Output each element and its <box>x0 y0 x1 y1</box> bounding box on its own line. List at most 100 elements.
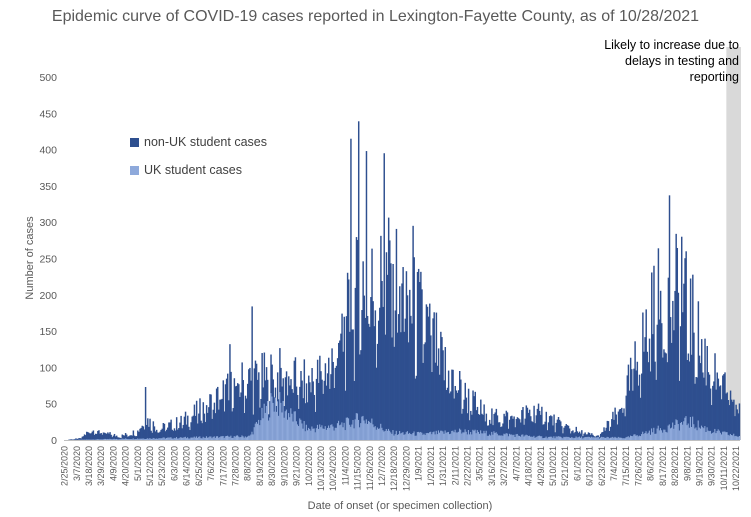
bar-uk <box>677 424 680 440</box>
bar-non-uk <box>212 409 215 440</box>
bar-non-uk <box>634 341 636 440</box>
bar-uk <box>506 433 509 440</box>
x-tick-label: 8/28/2021 <box>670 446 680 486</box>
bar-non-uk <box>349 331 351 440</box>
bar-uk <box>561 437 563 440</box>
bar-non-uk <box>722 375 724 440</box>
bar-uk <box>361 416 363 440</box>
bar-uk <box>689 416 692 440</box>
bar-non-uk <box>430 335 432 440</box>
bar-uk <box>504 434 506 440</box>
bar-uk <box>209 436 211 440</box>
bar-uk <box>185 438 188 440</box>
bar-uk <box>502 435 504 440</box>
bar-uk <box>423 433 425 440</box>
bar-uk <box>160 438 162 440</box>
bar-non-uk <box>690 354 693 440</box>
bar-non-uk <box>490 423 492 440</box>
bar-non-uk <box>153 426 156 440</box>
bar-non-uk <box>148 426 150 440</box>
bar-uk <box>668 424 671 440</box>
bar-non-uk <box>495 408 498 440</box>
bar-non-uk <box>204 421 207 440</box>
bar-non-uk <box>578 431 581 440</box>
bar-uk <box>446 432 449 440</box>
bar-uk <box>463 432 465 440</box>
bar-uk <box>688 427 691 440</box>
bar-non-uk <box>677 292 680 440</box>
bar-non-uk <box>704 338 706 440</box>
bar-uk <box>334 427 337 440</box>
bar-uk <box>342 427 344 440</box>
bar-uk <box>712 432 714 440</box>
bar-uk <box>685 416 687 440</box>
bar-non-uk <box>604 430 606 440</box>
bar-uk <box>684 417 686 440</box>
bar-non-uk <box>440 331 442 440</box>
bar-non-uk <box>352 329 354 440</box>
bar-non-uk <box>545 411 548 440</box>
bar-non-uk <box>589 434 592 440</box>
bar-uk <box>350 426 352 440</box>
bar-non-uk <box>78 438 80 440</box>
bar-uk <box>314 432 317 440</box>
bar-uk <box>534 437 536 440</box>
bar-uk <box>357 419 360 440</box>
bar-uk <box>473 430 475 440</box>
bar-uk <box>142 438 145 440</box>
bar-non-uk <box>454 385 457 440</box>
bar-non-uk <box>658 319 661 440</box>
bar-uk <box>510 434 512 440</box>
bar-uk <box>175 437 178 440</box>
bar-uk <box>487 435 490 440</box>
bar-uk <box>672 422 674 440</box>
bar-non-uk <box>259 407 261 440</box>
bar-uk <box>260 420 262 440</box>
bar-non-uk <box>361 310 363 440</box>
bar-non-uk <box>385 252 388 440</box>
bar-non-uk <box>208 407 210 440</box>
bar-non-uk <box>542 424 544 440</box>
bar-uk <box>253 427 256 440</box>
x-tick-label: 2/25/2020 <box>60 446 70 486</box>
bar-uk <box>571 437 573 440</box>
bar-non-uk <box>645 309 647 440</box>
bar-uk <box>202 436 205 440</box>
bar-non-uk <box>124 433 127 440</box>
bar-non-uk <box>141 425 143 440</box>
bar-uk <box>724 431 726 440</box>
bar-non-uk <box>293 360 296 440</box>
bar-non-uk <box>154 431 157 440</box>
bar-uk <box>275 411 278 440</box>
bar-non-uk <box>323 380 326 440</box>
bar-non-uk <box>251 306 253 440</box>
bar-non-uk <box>225 378 228 440</box>
x-axis-title: Date of onset (or specimen collection) <box>308 500 493 512</box>
bar-uk <box>633 434 635 440</box>
bar-uk <box>170 437 172 440</box>
bar-non-uk <box>246 383 249 440</box>
bar-uk <box>488 434 491 440</box>
bar-non-uk <box>695 377 697 440</box>
bar-non-uk <box>127 436 129 440</box>
bar-uk <box>588 436 591 440</box>
bar-non-uk <box>622 412 624 440</box>
bar-uk <box>385 428 388 440</box>
bar-uk <box>333 430 336 440</box>
bar-uk <box>645 431 647 440</box>
bar-non-uk <box>517 418 520 440</box>
bar-non-uk <box>341 313 343 440</box>
bar-uk <box>322 428 324 440</box>
bar-non-uk <box>449 393 451 440</box>
bar-non-uk <box>91 431 94 440</box>
bar-non-uk <box>684 258 686 440</box>
bar-uk <box>714 428 716 440</box>
bar-uk <box>441 430 443 440</box>
x-tick-label: 4/29/2021 <box>536 446 546 486</box>
bar-non-uk <box>360 350 362 440</box>
bar-uk <box>341 422 343 440</box>
bar-uk <box>664 429 666 440</box>
bar-uk <box>124 438 127 440</box>
bar-uk <box>736 436 738 440</box>
bar-uk <box>118 439 120 440</box>
